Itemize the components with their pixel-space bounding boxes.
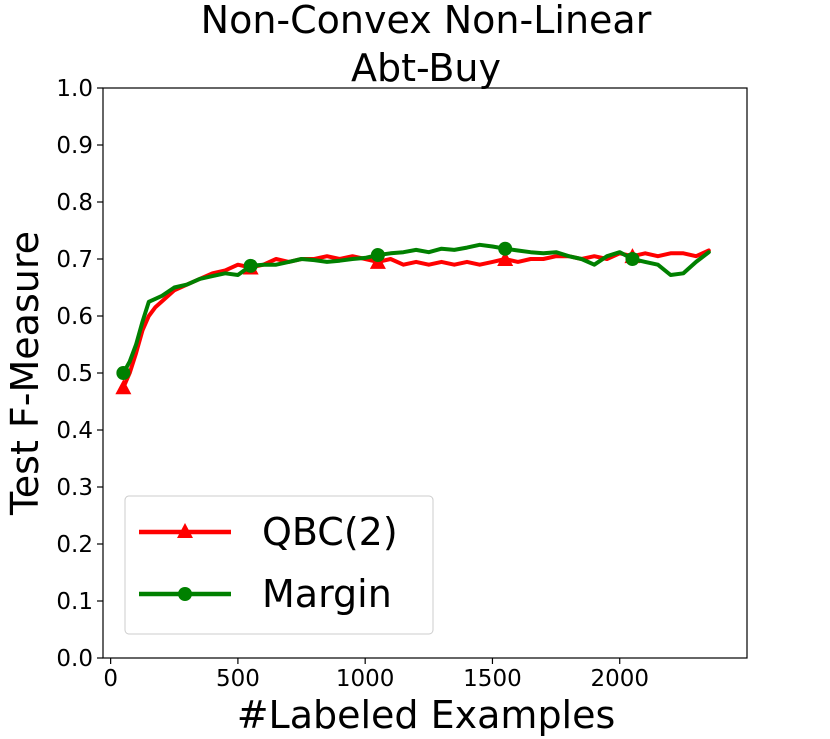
x-axis-label: #Labeled Examples [237, 693, 616, 737]
x-axis: 0 500 1000 1500 2000 [103, 658, 649, 692]
x-tick-label: 1500 [463, 666, 522, 692]
legend: QBC(2) Margin [124, 495, 434, 635]
point-marker-margin [625, 252, 640, 266]
y-tick-label: 0.8 [56, 190, 93, 216]
x-tick-label: 2000 [590, 666, 649, 692]
x-tick-label: 1000 [336, 666, 395, 692]
plot-area: 0 500 1000 1500 2000 0.00.10.20.30.40.50.60.… [56, 76, 748, 692]
series-line-qbc [121, 248, 711, 390]
y-axis-label: Test F-Measure [3, 231, 47, 516]
chart-subtitle: Abt-Buy [351, 46, 501, 90]
y-tick-label: 0.1 [56, 589, 93, 615]
y-tick-label: 1.0 [56, 76, 93, 102]
y-tick-label: 0.2 [56, 532, 93, 558]
series-layer [115, 241, 711, 395]
x-tick-label: 0 [103, 666, 118, 692]
y-tick-label: 0.0 [56, 646, 93, 672]
point-marker-margin [370, 248, 385, 263]
legend-marker-qbc [177, 523, 193, 538]
x-tick-label: 500 [216, 666, 260, 692]
y-tick-label: 0.7 [56, 247, 93, 273]
y-axis: 0.0 0.1 0.2 0.3 0.4 0.5 0.6 0.7 0.8 0.9 1.0 [56, 76, 103, 672]
chart-title: Non-Convex Non-Linear [201, 0, 652, 42]
y-tick-label: 0.5 [56, 361, 93, 387]
y-tick-label: 0.3 [56, 475, 93, 501]
point-marker-margin [498, 241, 513, 256]
y-tick-label: 0.4 [56, 418, 93, 444]
legend-label-qbc: QBC(2) [262, 510, 398, 554]
legend-label-margin: Margin [262, 572, 392, 616]
point-marker-margin [243, 258, 258, 273]
y-tick-label: 0.9 [56, 133, 93, 159]
y-tick-label: 0.6 [56, 304, 93, 330]
point-marker-qbc [497, 251, 514, 266]
series-line-margin [121, 242, 711, 375]
point-marker-qbc [115, 379, 132, 395]
point-marker-margin [116, 366, 131, 380]
legend-marker-margin [178, 587, 192, 601]
